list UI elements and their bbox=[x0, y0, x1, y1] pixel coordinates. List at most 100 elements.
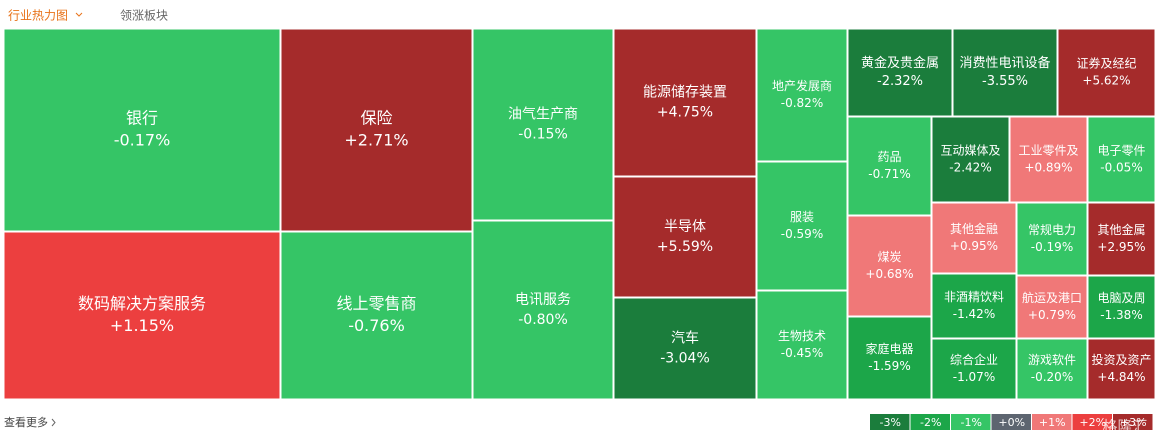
tile[interactable] bbox=[756, 28, 848, 162]
tile-name: 其他金属 bbox=[1097, 222, 1145, 237]
more-link[interactable]: 查看更多 bbox=[4, 415, 48, 429]
tile-name: 生物技术 bbox=[778, 329, 826, 343]
tab[interactable]: 领涨板块 bbox=[120, 8, 168, 23]
legend: -3% -2% -1% +0% +1% +2% +3% bbox=[870, 414, 1153, 430]
tile-value: -2.42% bbox=[949, 160, 991, 174]
tile[interactable] bbox=[931, 202, 1017, 274]
tile-value: +5.62% bbox=[1082, 73, 1130, 87]
tile-value: -1.59% bbox=[868, 359, 910, 373]
legend-label: -1% bbox=[961, 416, 982, 429]
tile[interactable] bbox=[931, 338, 1017, 400]
tile-name: 黄金及贵金属 bbox=[861, 55, 939, 71]
tile[interactable] bbox=[1016, 275, 1088, 339]
legend-swatch bbox=[1032, 414, 1072, 430]
tile[interactable] bbox=[1087, 338, 1156, 400]
tile[interactable] bbox=[1009, 116, 1088, 203]
legend-swatch bbox=[910, 414, 950, 430]
tile-value: +4.84% bbox=[1097, 370, 1145, 384]
tile-name: 游戏软件 bbox=[1028, 353, 1076, 367]
dropdown-icon[interactable] bbox=[75, 12, 83, 17]
legend-swatch bbox=[1113, 414, 1153, 430]
tile-value: -2.32% bbox=[877, 74, 923, 89]
tile-value: +1.15% bbox=[110, 316, 174, 335]
tile[interactable] bbox=[847, 28, 953, 117]
tile[interactable] bbox=[3, 28, 281, 232]
legend-swatch bbox=[1072, 414, 1112, 430]
tile[interactable] bbox=[756, 161, 848, 291]
tile[interactable] bbox=[952, 28, 1058, 117]
tile-value: +2.95% bbox=[1097, 240, 1145, 254]
tile-name: 煤炭 bbox=[877, 250, 901, 264]
tile-value: -0.45% bbox=[781, 346, 823, 360]
tile-name: 家庭电器 bbox=[865, 341, 913, 356]
tile-name: 综合企业 bbox=[950, 352, 998, 367]
tile[interactable] bbox=[756, 290, 848, 400]
tile-name: 保险 bbox=[360, 108, 392, 127]
legend-swatch bbox=[870, 414, 910, 430]
tile-name: 电脑及周 bbox=[1097, 291, 1145, 305]
tile-value: -0.59% bbox=[781, 227, 823, 241]
more-arrow[interactable] bbox=[51, 418, 56, 427]
legend-label: -2% bbox=[920, 416, 941, 429]
tile[interactable] bbox=[1087, 202, 1156, 276]
legend-swatch bbox=[951, 414, 991, 430]
tile[interactable] bbox=[280, 28, 473, 232]
tile-value: -1.38% bbox=[1100, 308, 1142, 322]
tile[interactable] bbox=[1016, 338, 1088, 400]
tile[interactable] bbox=[613, 297, 757, 400]
tile-value: +4.75% bbox=[657, 104, 713, 120]
tile-name: 线上零售商 bbox=[336, 294, 416, 313]
tile[interactable] bbox=[847, 215, 932, 317]
tile-name: 油气生产商 bbox=[508, 107, 578, 123]
tile[interactable] bbox=[613, 28, 757, 177]
tile-name: 消费性电讯设备 bbox=[959, 55, 1050, 71]
tile-name: 数码解决方案服务 bbox=[78, 294, 206, 313]
tile-name: 航运及港口 bbox=[1022, 290, 1082, 305]
tile-value: -3.04% bbox=[660, 350, 710, 366]
tile[interactable] bbox=[472, 220, 614, 400]
legend-label: +3% bbox=[1120, 416, 1147, 429]
tile-name: 半导体 bbox=[664, 219, 706, 235]
legend-label: +1% bbox=[1039, 416, 1066, 429]
tile-value: -1.07% bbox=[953, 370, 995, 384]
tile-value: -0.17% bbox=[114, 131, 171, 150]
tile-name: 电子零件 bbox=[1097, 144, 1145, 158]
tile-value: -0.80% bbox=[518, 312, 568, 328]
tile-name: 非酒精饮料 bbox=[944, 290, 1004, 304]
tile-value: +0.95% bbox=[950, 239, 998, 253]
tile-name: 银行 bbox=[126, 108, 158, 127]
tile-name: 地产发展商 bbox=[772, 78, 832, 93]
tile[interactable] bbox=[1016, 202, 1088, 276]
tile-value: +5.59% bbox=[657, 239, 713, 255]
tile[interactable] bbox=[847, 316, 932, 400]
tile-value: -3.55% bbox=[982, 74, 1028, 89]
tile-value: -1.42% bbox=[953, 307, 995, 321]
legend-label: +2% bbox=[1079, 416, 1106, 429]
tile-name: 互动媒体及 bbox=[940, 144, 1000, 158]
tile-value: -0.82% bbox=[781, 96, 823, 110]
tile-name: 汽车 bbox=[671, 330, 699, 347]
watermark: 格隆汇 bbox=[1102, 418, 1147, 436]
tile[interactable] bbox=[280, 231, 473, 400]
tile-value: -0.05% bbox=[1100, 160, 1142, 174]
tile[interactable] bbox=[931, 273, 1017, 339]
tile-value: -0.71% bbox=[868, 167, 910, 181]
tile-value: -0.76% bbox=[348, 316, 405, 335]
tile-name: 服装 bbox=[790, 210, 814, 224]
tile[interactable] bbox=[613, 176, 757, 298]
tile-value: -0.19% bbox=[1031, 240, 1073, 254]
tile-value: +0.79% bbox=[1028, 308, 1076, 322]
tile[interactable] bbox=[3, 231, 281, 400]
tab-active[interactable]: 行业热力图 bbox=[8, 9, 68, 23]
legend-label: -3% bbox=[880, 416, 901, 429]
tile-name: 工业零件及 bbox=[1018, 144, 1078, 158]
tile[interactable] bbox=[472, 28, 614, 221]
tile[interactable] bbox=[1087, 116, 1156, 203]
legend-swatch bbox=[991, 414, 1031, 430]
tile[interactable] bbox=[931, 116, 1010, 203]
tile[interactable] bbox=[847, 116, 932, 216]
tile-name: 证券及经纪 bbox=[1076, 56, 1136, 71]
tile[interactable] bbox=[1087, 275, 1156, 339]
tile[interactable] bbox=[1057, 28, 1156, 117]
